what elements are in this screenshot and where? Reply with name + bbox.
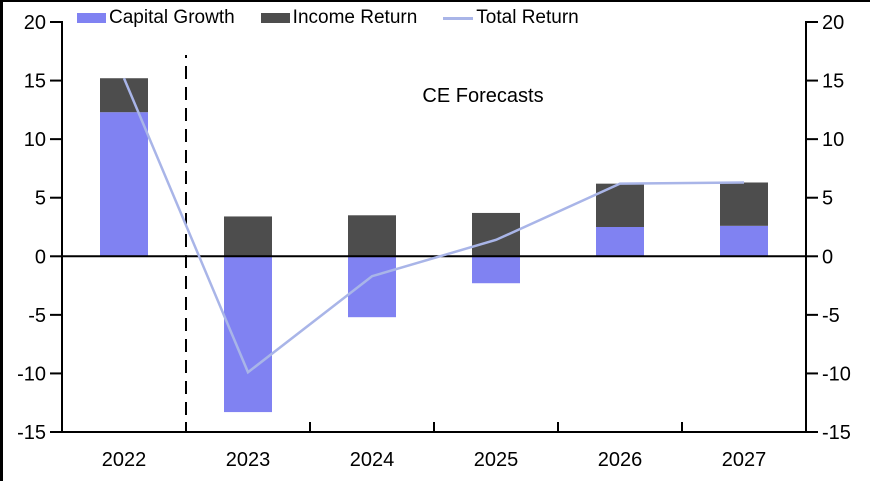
legend-label-capital-growth: Capital Growth <box>109 7 235 28</box>
capital-growth-swatch-icon <box>77 13 106 23</box>
y-tick-label-left: -5 <box>28 305 46 327</box>
y-tick-label-right: 5 <box>822 188 833 210</box>
y-tick-label-right: -15 <box>822 422 851 444</box>
bar-income-return-2023 <box>224 216 272 257</box>
x-tick-label: 2024 <box>350 449 395 471</box>
y-tick-label-left: 5 <box>35 188 46 210</box>
income-return-swatch-icon <box>260 13 290 23</box>
y-tick-label-left: 10 <box>24 129 46 151</box>
bar-income-return-2024 <box>348 215 396 257</box>
legend-label-total-return: Total Return <box>476 7 579 28</box>
x-tick-label: 2027 <box>722 449 767 471</box>
total-return-line-swatch-icon <box>443 16 474 20</box>
y-tick-label-left: 15 <box>24 71 46 93</box>
bar-income-return-2025 <box>472 212 520 257</box>
y-tick-label-left: 20 <box>24 12 46 34</box>
y-tick-label-left: -10 <box>17 363 46 385</box>
legend: Capital Growth Income Return Total Retur… <box>77 5 579 31</box>
bar-income-return-2022 <box>100 78 148 113</box>
bar-income-return-2027 <box>720 182 768 226</box>
y-tick-label-left: 0 <box>35 246 46 268</box>
x-tick-label: 2023 <box>226 449 271 471</box>
annotation-ce-forecasts: CE Forecasts <box>422 85 544 107</box>
y-tick-label-right: -5 <box>822 305 840 327</box>
legend-item-total-return: Total Return <box>443 7 579 29</box>
total-return-line <box>122 77 745 375</box>
y-tick-label-right: -10 <box>822 363 851 385</box>
capture-border-left <box>0 0 3 481</box>
bar-capital-growth-2022 <box>100 112 148 257</box>
legend-item-capital-growth: Capital Growth <box>77 7 235 29</box>
bar-capital-growth-2024 <box>348 256 396 318</box>
x-tick-label: 2022 <box>102 449 147 471</box>
legend-label-income-return: Income Return <box>292 7 418 28</box>
legend-item-income-return: Income Return <box>260 7 418 29</box>
y-tick-label-right: 0 <box>822 246 833 268</box>
bar-capital-growth-2025 <box>472 256 520 284</box>
y-tick-label-right: 10 <box>822 129 844 151</box>
y-tick-label-right: 15 <box>822 71 844 93</box>
y-tick-label-left: -15 <box>17 422 46 444</box>
capture-border-top <box>0 0 870 2</box>
x-tick-label: 2026 <box>598 449 643 471</box>
bar-capital-growth-2027 <box>720 225 768 257</box>
bar-capital-growth-2026 <box>596 227 644 257</box>
y-tick-label-right: 20 <box>822 12 844 34</box>
x-tick-label: 2025 <box>474 449 519 471</box>
